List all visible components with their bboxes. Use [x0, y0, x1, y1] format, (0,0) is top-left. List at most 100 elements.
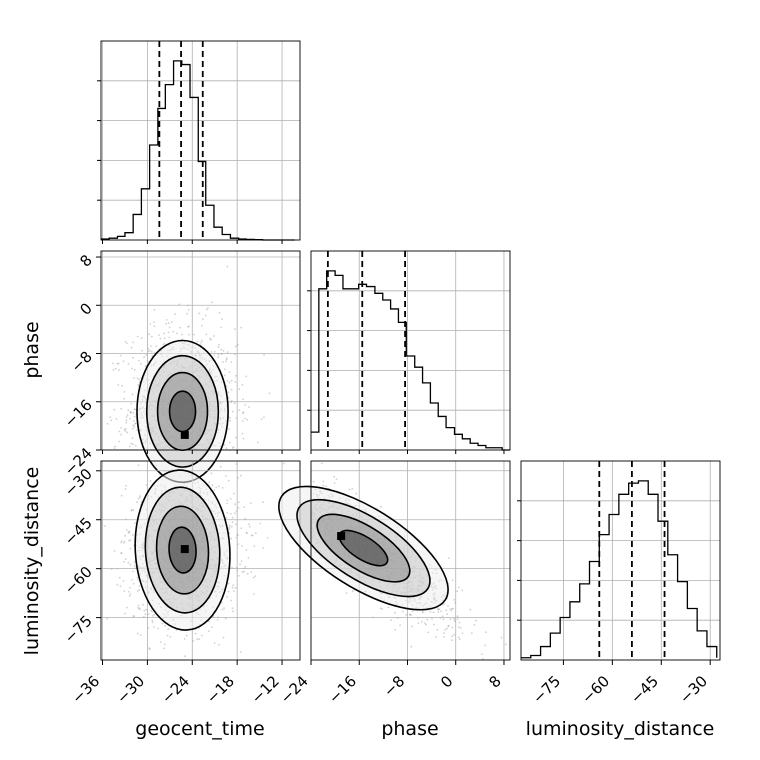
scatter-point [450, 609, 453, 612]
scatter-point [226, 351, 229, 353]
scatter-point [458, 638, 461, 641]
scatter-point [237, 507, 240, 509]
scatter-point [211, 626, 213, 629]
scatter-point [198, 638, 201, 640]
scatter-point [136, 590, 139, 592]
scatter-point [138, 496, 141, 499]
scatter-point [211, 484, 214, 486]
scatter-point [348, 488, 351, 491]
scatter-point [425, 623, 427, 626]
scatter-point [227, 582, 230, 585]
scatter-point [119, 585, 122, 587]
scatter-point [165, 319, 168, 321]
scatter-point [137, 497, 140, 500]
scatter-point [147, 350, 150, 353]
scatter-point [213, 335, 216, 337]
scatter-point [436, 608, 439, 610]
scatter-point [229, 417, 231, 419]
scatter-point [183, 638, 186, 640]
scatter-point [129, 586, 131, 589]
scatter-point [159, 641, 162, 643]
scatter-point [228, 441, 231, 444]
scatter-point [117, 384, 120, 386]
scatter-point [200, 341, 202, 344]
scatter-point [241, 571, 244, 573]
scatter-point [131, 437, 134, 440]
scatter-point [122, 542, 125, 544]
scatter-point [123, 428, 126, 431]
scatter-point [266, 537, 269, 539]
scatter-point [355, 492, 358, 495]
scatter-point [125, 416, 128, 418]
scatter-point [232, 492, 235, 495]
scatter-point [161, 622, 164, 625]
scatter-point [421, 610, 424, 613]
scatter-point [134, 444, 137, 447]
scatter-point [217, 346, 220, 348]
scatter-point [220, 348, 223, 351]
scatter-point [263, 416, 265, 419]
scatter-point [242, 411, 245, 414]
scatter-point [322, 480, 325, 483]
scatter-point [228, 371, 231, 373]
scatter-point [132, 427, 134, 430]
scatter-point [207, 307, 209, 309]
scatter-point [120, 541, 123, 544]
scatter-point [196, 638, 199, 641]
scatter-point [230, 361, 233, 363]
x-axis-label-phase: phase [381, 718, 438, 740]
scatter-point [216, 618, 219, 621]
scatter-point [424, 622, 426, 625]
scatter-point [172, 330, 175, 333]
panel-frame [310, 250, 511, 451]
scatter-point [143, 356, 146, 358]
scatter-point [136, 377, 139, 379]
scatter-point [151, 619, 154, 622]
scatter-point [127, 531, 130, 533]
scatter-point [167, 322, 170, 325]
scatter-point [458, 621, 461, 624]
scatter-point [262, 547, 265, 549]
scatter-point [241, 383, 244, 386]
plot-layer: −36 −30 −24 −18 −12−24 −16 −8 0 8 −75 −60 −45 −30−24… [61, 40, 721, 707]
scatter-point [241, 432, 244, 435]
scatter-point [437, 611, 440, 613]
scatter-point [505, 643, 507, 646]
scatter-point [139, 495, 142, 497]
scatter-point [136, 632, 139, 635]
scatter-point [129, 417, 131, 420]
x-tick-label: −18 [203, 672, 238, 707]
scatter-point [127, 531, 130, 534]
scatter-point [223, 444, 226, 446]
scatter-point [124, 427, 127, 430]
scatter-point [210, 338, 212, 341]
x-tick-label: −12 [248, 672, 283, 707]
scatter-point [453, 617, 455, 620]
scatter-point [158, 334, 160, 336]
scatter-point [147, 627, 150, 629]
scatter-point [381, 608, 383, 610]
scatter-point [124, 430, 127, 432]
scatter-point [320, 462, 323, 465]
scatter-point [130, 442, 133, 445]
scatter-point [230, 379, 233, 382]
scatter-point [136, 576, 139, 579]
scatter-point [470, 632, 473, 635]
scatter-point [138, 585, 141, 587]
scatter-point [221, 608, 224, 611]
scatter-point [443, 632, 445, 634]
scatter-point [165, 323, 167, 325]
scatter-point [106, 617, 109, 620]
scatter-point [133, 408, 136, 411]
scatter-point [180, 333, 183, 336]
scatter-point [431, 618, 433, 620]
scatter-point [218, 643, 220, 646]
scatter-point [411, 610, 414, 613]
scatter-point [443, 603, 445, 606]
scatter-point [208, 620, 211, 623]
scatter-point [149, 349, 151, 352]
scatter-point [134, 422, 137, 425]
scatter-point [225, 358, 228, 361]
scatter-point [481, 653, 483, 655]
scatter-point [128, 595, 131, 597]
